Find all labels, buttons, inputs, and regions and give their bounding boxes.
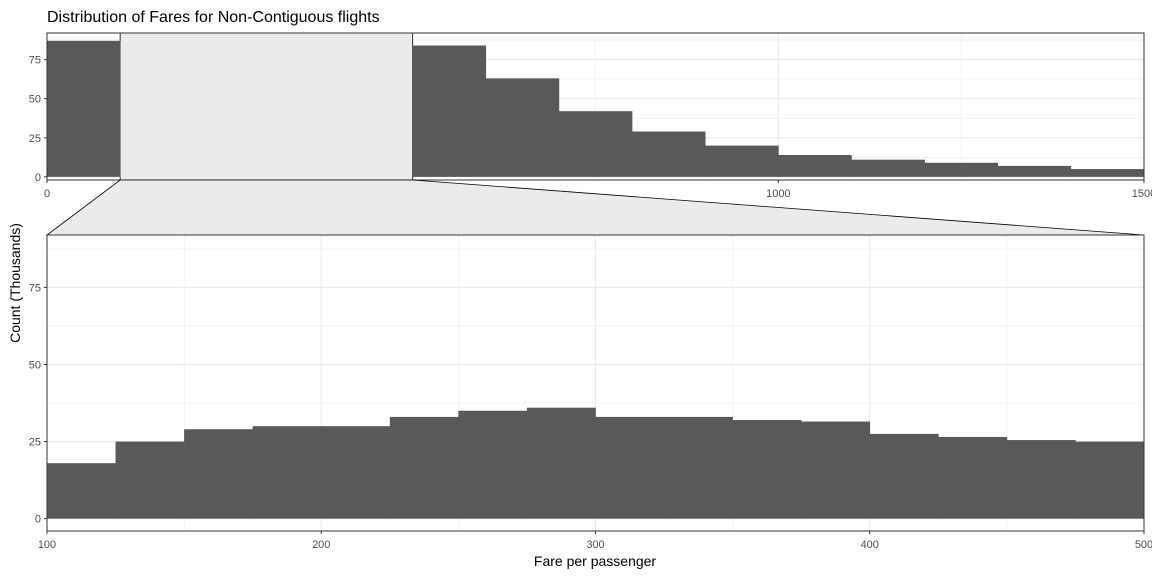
overview-y-tick-label: 50 [29,94,41,106]
overview-bar [412,45,487,177]
overview-y-tick-label: 0 [35,172,41,184]
overview-bar [558,111,633,177]
zoom-x-tick-label: 400 [861,539,879,551]
zoom-bar [526,407,596,519]
zoom-bar [869,433,939,519]
zoom-x-tick-label: 200 [312,539,330,551]
zoom-bar [458,410,528,519]
zoom-bar [801,421,871,519]
zoom-x-tick-label: 300 [586,539,604,551]
x-axis-title: Fare per passenger [534,553,657,569]
y-axis-title: Count (Thousands) [7,223,23,343]
overview-x-tick-label: 0 [44,188,50,200]
overview-y-tick-label: 75 [29,55,41,67]
zoom-bar [732,420,802,519]
overview-bar [1070,169,1145,177]
zoom-x-tick-label: 100 [38,539,56,551]
zoom-x-tick-label: 500 [1135,539,1152,551]
overview-panel-border [46,32,1145,181]
overview-bar [632,131,706,177]
zoom-x-axis: 100 200 300 400 500 [38,531,1152,551]
zoom-bars [47,407,1145,519]
overview-y-axis: 0 25 50 75 [29,55,47,184]
zoom-bar [1006,440,1076,519]
chart-title: Distribution of Fares for Non-Contiguous… [47,9,380,26]
zoom-y-tick-label: 0 [35,514,41,526]
overview-x-tick-label: 1000 [766,188,790,200]
zoom-y-tick-label: 50 [29,360,41,372]
zoom-bar [252,426,322,519]
zoom-bar [664,416,733,519]
zoom-bar [115,441,185,519]
zoom-panel: 0 25 50 75 100 200 300 400 500 [29,234,1152,551]
zoom-y-tick-label: 25 [29,437,41,449]
overview-bar [851,159,925,177]
zoom-bar [389,416,459,519]
zoom-bar [184,429,253,519]
overview-bar [47,40,121,177]
zoom-connector [45,179,1145,236]
overview-zoom-region [119,32,414,181]
zoom-y-axis: 0 25 50 75 [29,282,47,526]
zoom-bar [47,463,116,519]
overview-bar [778,154,852,177]
overview-bar [485,78,560,177]
overview-bars [47,40,1145,177]
overview-bar [705,145,779,177]
overview-bar [924,162,999,177]
zoom-bar [938,436,1008,519]
overview-bar [997,165,1072,177]
zoom-y-tick-label: 75 [29,282,41,294]
overview-y-tick-label: 25 [29,133,41,145]
zoom-bar [321,426,391,519]
zoom-bar [595,416,665,519]
zoom-bar [1075,441,1145,519]
